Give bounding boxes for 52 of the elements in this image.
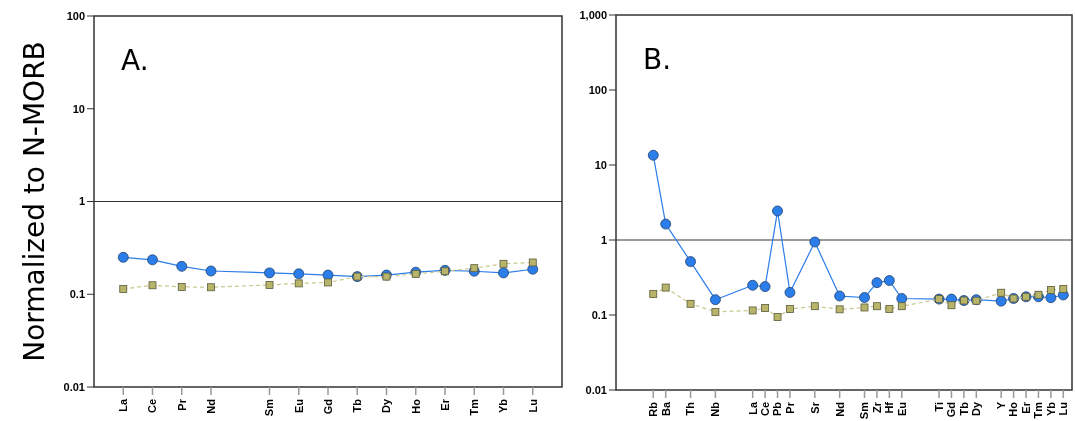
text: B. (643, 43, 672, 76)
x-tick-label: Ce (758, 402, 771, 417)
x-tick-label: Pb (771, 401, 784, 417)
x-tick-label: Eu (895, 402, 908, 417)
x-tick-label: Tm (468, 398, 481, 416)
x-tick-label: Gd (321, 399, 334, 415)
y-tick-label: 1 (78, 195, 85, 208)
y-tick-label: 0.1 (69, 288, 85, 301)
y-tick-label: 100 (588, 83, 607, 96)
x-tick-label: Sm (858, 401, 871, 420)
x-tick-label: La (117, 398, 130, 412)
x-tick-label: Yb (1044, 401, 1057, 417)
x-tick-label: Hf (883, 401, 896, 414)
x-tick-label: Zr (870, 401, 883, 413)
y-tick-label: 10 (594, 158, 607, 171)
y-tick-label: 100 (66, 9, 85, 22)
x-tick-label: Er (438, 398, 451, 411)
text: A. (121, 44, 149, 77)
x-tick-label: Pr (175, 398, 188, 411)
y-tick-label: 10 (72, 102, 85, 115)
x-tick-label: Ce (146, 399, 159, 414)
x-tick-label: Er (1019, 401, 1032, 414)
x-tick-label: Rb (647, 401, 660, 417)
x-tick-label: Y (995, 401, 1008, 410)
y-tick-label: 0.01 (63, 380, 85, 393)
x-tick-label: La (746, 401, 759, 415)
y-tick-label: 0.1 (591, 308, 607, 321)
x-tick-label: Nb (709, 401, 722, 417)
x-tick-label: Dy (380, 398, 393, 414)
x-tick-label: Tb (351, 398, 364, 413)
x-tick-label: Gd (945, 402, 958, 418)
x-tick-label: Dy (970, 401, 983, 417)
x-tick-label: Lu (526, 399, 539, 413)
x-tick-label: Yb (497, 398, 510, 414)
y-tick-label: 0.01 (585, 383, 607, 396)
x-tick-label: Ho (409, 398, 422, 414)
x-tick-label: Eu (292, 399, 305, 414)
x-tick-label: Ti (932, 402, 945, 412)
x-tick-label: Lu (1057, 402, 1070, 416)
x-tick-label: Ho (1007, 401, 1020, 417)
x-tick-label: Nd (833, 402, 846, 417)
y-tick-label: 1 (600, 233, 607, 246)
y-tick-label: 1,000 (579, 8, 607, 21)
x-tick-label: Th (684, 401, 697, 416)
x-tick-label: Sm (263, 398, 276, 417)
x-tick-label: Tm (1032, 401, 1045, 419)
x-tick-label: Pr (783, 401, 796, 414)
x-tick-label: Tb (957, 401, 970, 416)
x-tick-label: Nd (204, 399, 217, 414)
x-tick-label: Ba (659, 401, 672, 417)
y-axis-title: Normalized to N-MORB (17, 41, 51, 362)
x-tick-label: Sr (808, 401, 821, 414)
